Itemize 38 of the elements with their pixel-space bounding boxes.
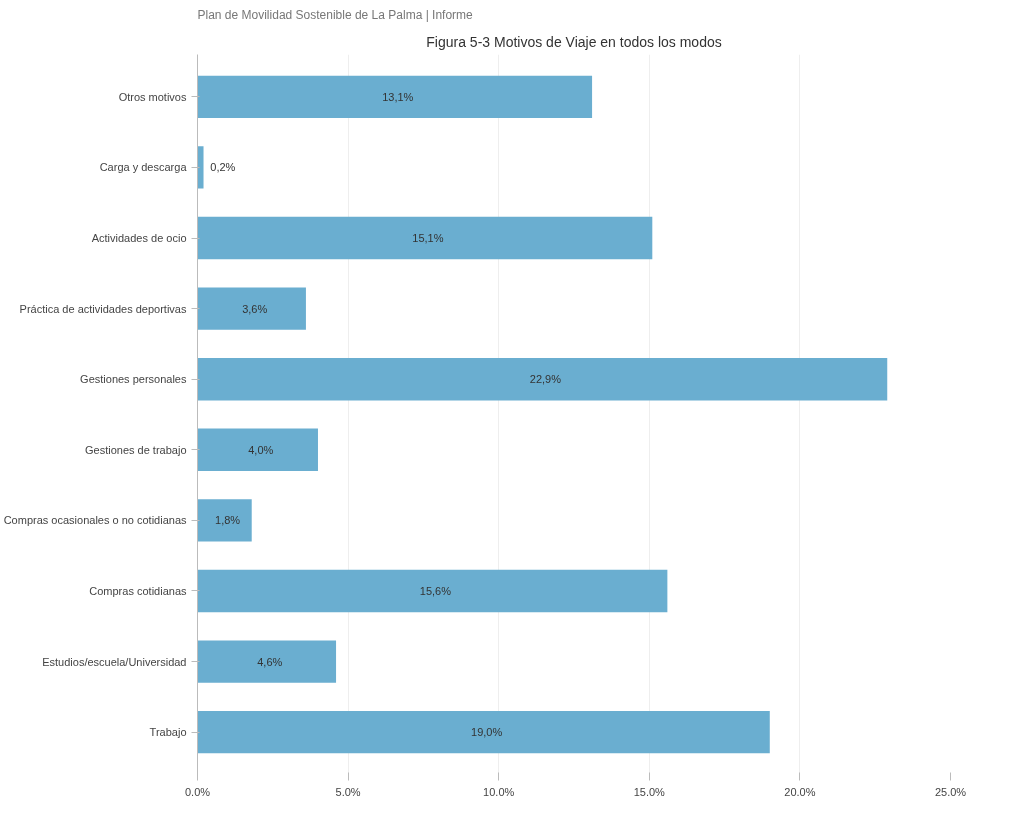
data-label: 0,2% [210, 161, 236, 174]
y-tick-label: Estudios/escuela/Universidad [42, 655, 187, 668]
x-tick-label: 5.0% [335, 785, 361, 798]
y-tick-label: Trabajo [149, 726, 187, 739]
bar [197, 499, 252, 542]
y-tick-label: Compras ocasionales o no cotidianas [3, 514, 187, 527]
bar [197, 569, 668, 613]
x-tick-label: 15.0% [633, 785, 666, 798]
bar [197, 75, 593, 119]
x-tick-label: 25.0% [934, 785, 967, 798]
y-tick-label: Carga y descarga [99, 161, 188, 174]
x-tick-label: 10.0% [483, 785, 515, 798]
bar [197, 216, 653, 260]
data-label: 1,8% [215, 514, 241, 527]
data-label: 13,1% [382, 90, 414, 103]
y-tick-label: Práctica de actividades deportivas [19, 302, 187, 315]
x-tick-label: 20.0% [784, 785, 816, 798]
bar [197, 428, 318, 471]
data-label: 19,0% [471, 726, 503, 739]
bar [197, 287, 306, 330]
data-label: 3,6% [242, 302, 268, 315]
y-tick-label: Otros motivos [118, 90, 187, 103]
bar [197, 710, 770, 754]
y-tick-label: Actividades de ocio [91, 232, 187, 245]
text: Plan de Movilidad Sostenible de La Palma | Informe [197, 7, 474, 22]
data-label: 4,6% [257, 655, 283, 668]
chart-title: Figura 5-3 Motivos de Viaje en todos los modos [426, 33, 722, 50]
y-tick-label: Gestiones personales [80, 373, 187, 386]
y-tick-label: Compras cotidianas [89, 584, 187, 597]
x-tick-label: 0.0% [184, 785, 211, 798]
data-label: 22,9% [529, 373, 562, 386]
y-tick-label: Gestiones de trabajo [84, 443, 187, 456]
bar [197, 640, 337, 683]
data-label: 15,1% [412, 232, 444, 245]
data-label: 4,0% [248, 443, 274, 456]
bar [197, 358, 888, 401]
data-label: 15,6% [419, 584, 452, 597]
bar [197, 146, 204, 189]
